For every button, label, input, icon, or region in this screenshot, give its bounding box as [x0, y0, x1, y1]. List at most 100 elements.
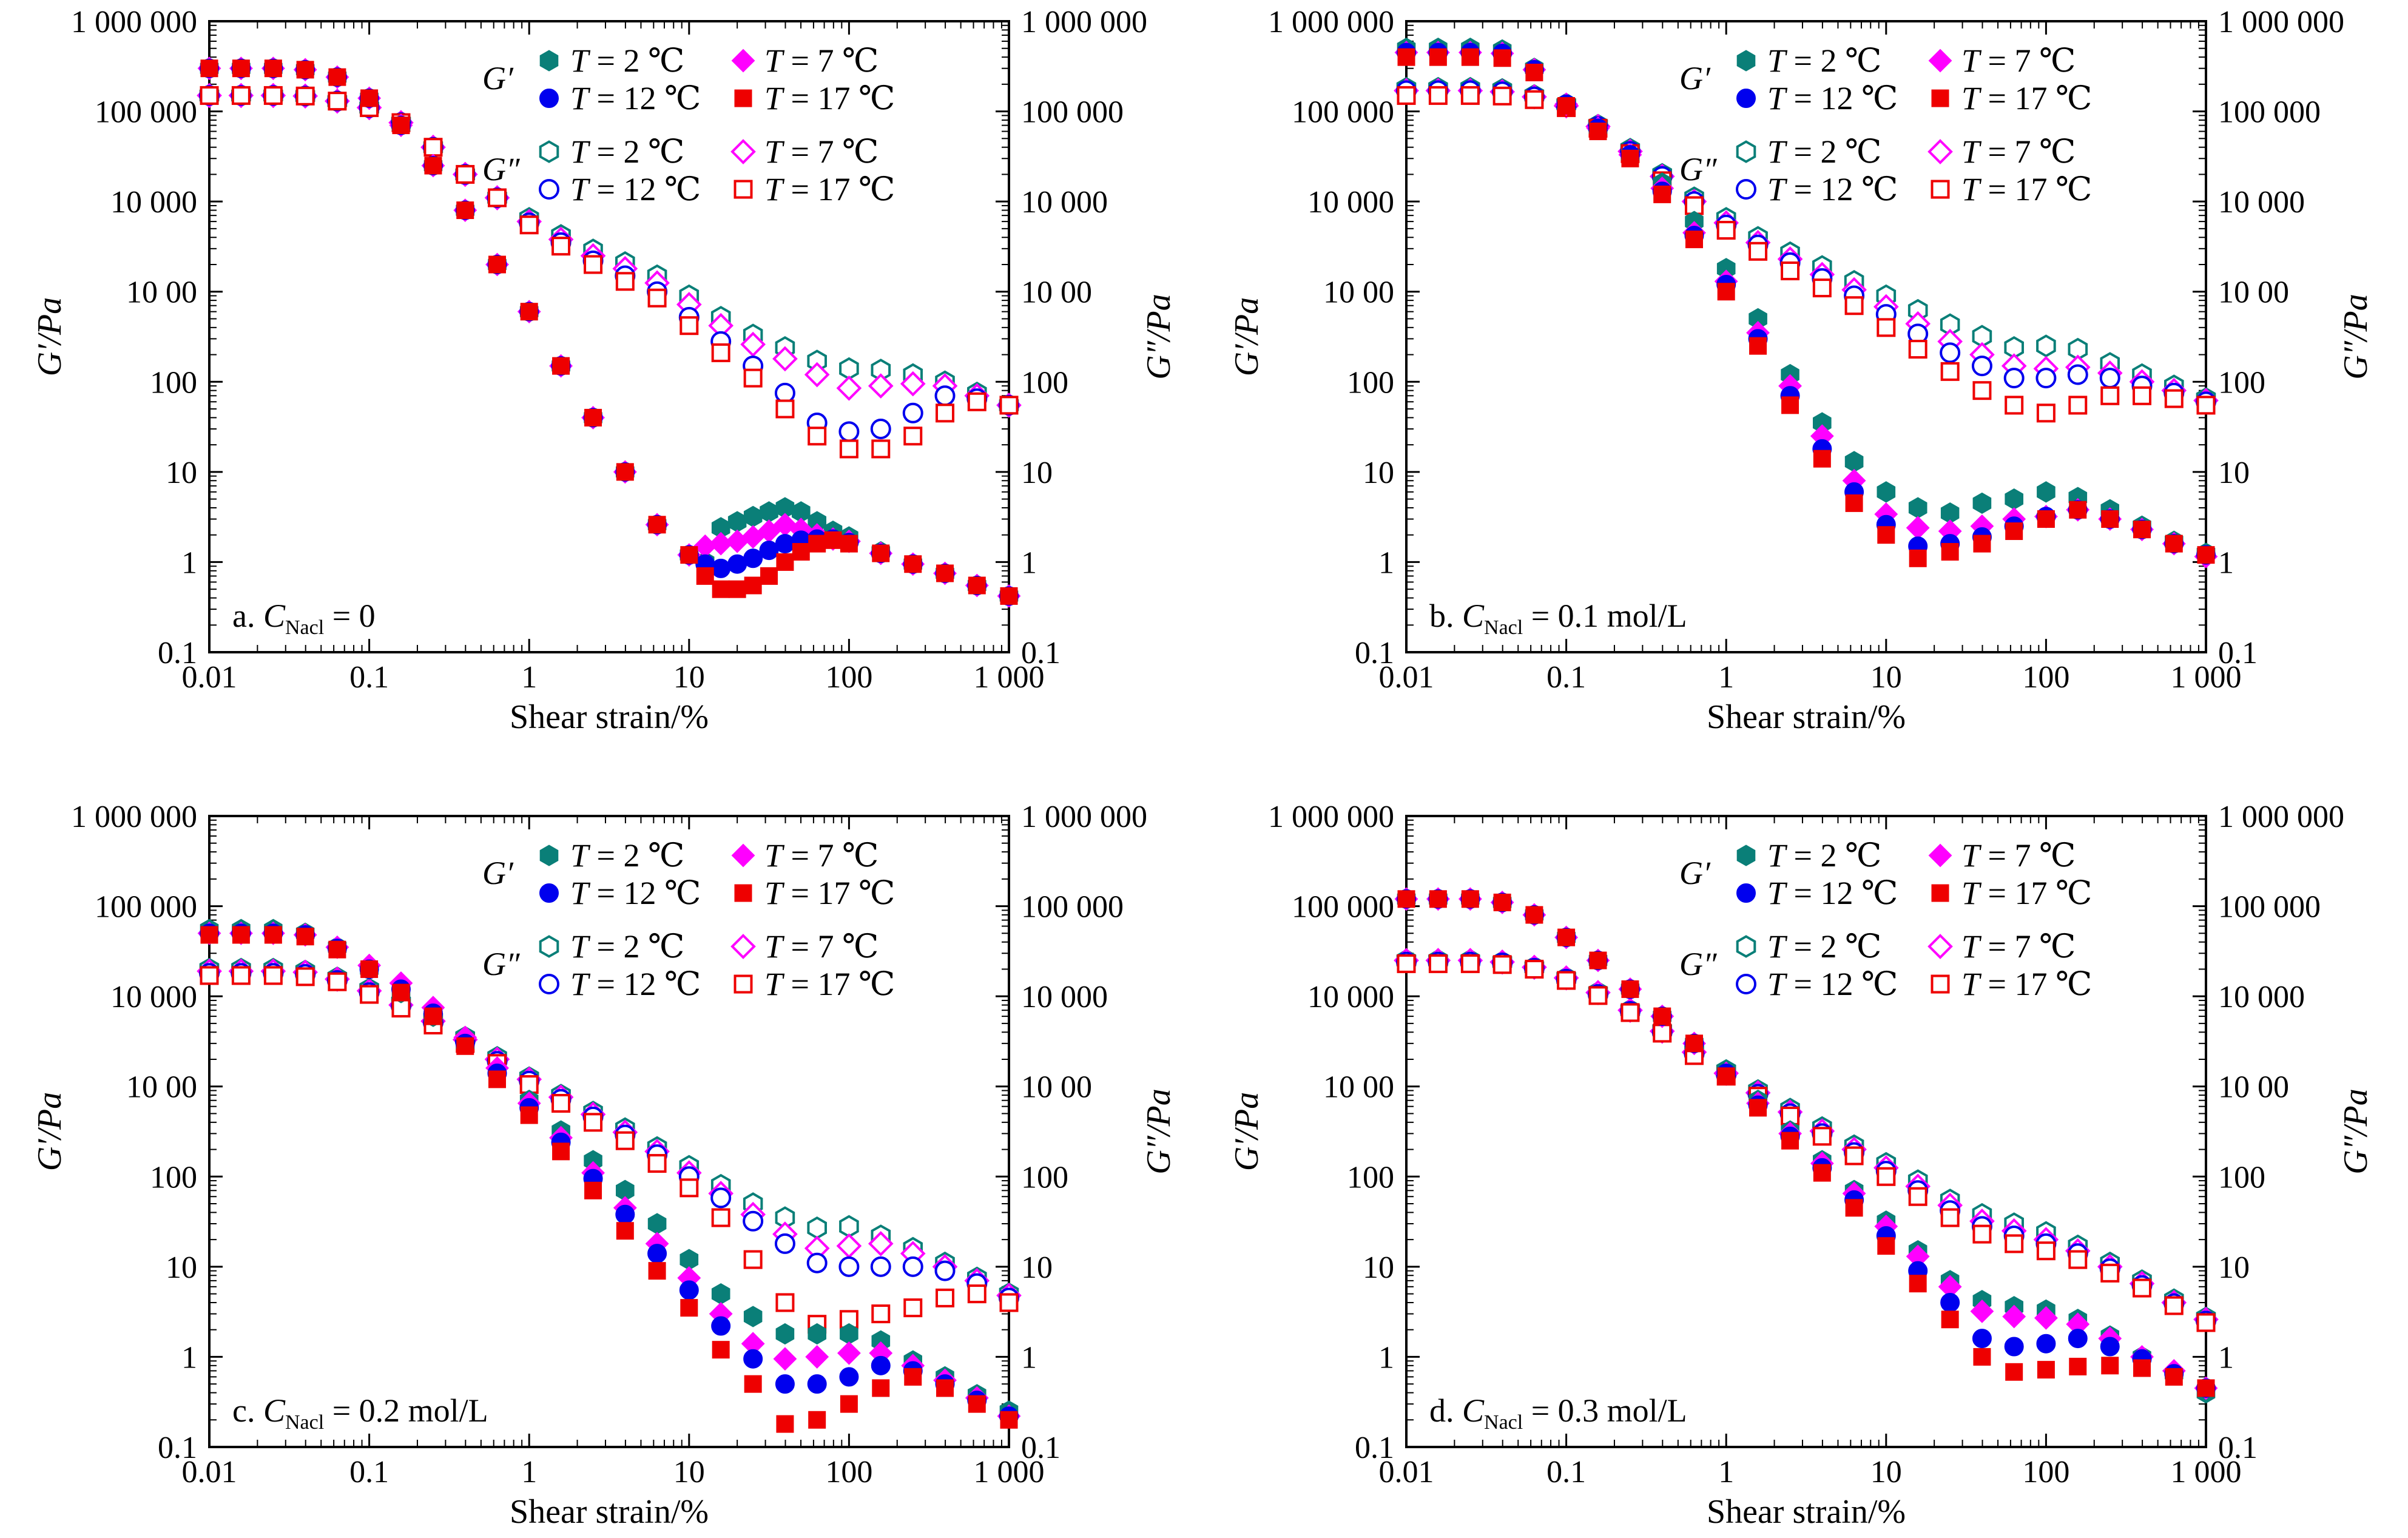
data-point-loss-t17 — [263, 966, 283, 985]
legend-group-loss: G″ — [1679, 946, 1717, 982]
data-point-loss-t17 — [1525, 90, 1544, 109]
y-right-tick-label: 100 000 — [2218, 95, 2321, 130]
data-point-storage-t2 — [1972, 492, 1992, 514]
data-point-loss-t17 — [1877, 1167, 1896, 1186]
x-tick-label: 1 000 — [2171, 660, 2242, 695]
data-point-storage-t12 — [2036, 1334, 2056, 1354]
data-point-storage-t12 — [711, 1316, 731, 1336]
data-point-loss-t17 — [1492, 86, 1512, 106]
data-point-storage-t17 — [712, 1341, 730, 1359]
data-point-storage-t12 — [1940, 1292, 1960, 1312]
x-tick-label: 0.01 — [1379, 660, 1434, 695]
data-point-storage-t17 — [328, 68, 346, 86]
legend-marker-storage-t2 — [1736, 50, 1756, 72]
data-point-loss-t17 — [2164, 1296, 2184, 1315]
x-tick-label: 100 — [2022, 660, 2069, 695]
data-point-storage-t17 — [1909, 549, 1927, 567]
legend-label-storage-t17: T = 17 ℃ — [1961, 80, 2092, 116]
legend-marker-storage-t7 — [1928, 843, 1952, 868]
legend-marker-storage-t12 — [1736, 89, 1756, 108]
data-point-loss-t17 — [2133, 1278, 2152, 1298]
legend-marker-loss-t2 — [539, 140, 559, 163]
x-tick-label: 10 — [673, 660, 705, 695]
panel-label: d. CNacl = 0.3 mol/L — [1429, 1392, 1687, 1434]
data-point-loss-t17 — [808, 427, 827, 446]
data-point-loss-t12 — [902, 402, 923, 423]
data-point-storage-t2 — [1908, 497, 1927, 519]
data-point-loss-t17 — [615, 272, 635, 291]
data-point-storage-t17 — [1877, 1237, 1895, 1255]
data-point-loss-t17 — [263, 86, 283, 105]
data-point-loss-t12 — [870, 418, 891, 439]
data-point-loss-t17 — [2005, 396, 2024, 415]
data-point-storage-t17 — [840, 535, 858, 553]
legend-label-loss-t7: T = 7 ℃ — [764, 133, 879, 170]
data-point-loss-t17 — [775, 399, 795, 419]
legend-label-loss-t2: T = 2 ℃ — [570, 928, 684, 965]
y-right-tick-label: 100 — [1021, 1160, 1068, 1195]
x-tick-label: 1 — [1718, 660, 1734, 695]
data-point-storage-t17 — [392, 983, 410, 1002]
y-right-tick-label: 10 00 — [2218, 1070, 2289, 1105]
data-point-loss-t2 — [807, 1216, 827, 1240]
data-point-storage-t17 — [1429, 890, 1447, 908]
data-point-storage-t17 — [968, 576, 986, 595]
data-point-loss-t17 — [487, 188, 507, 207]
data-point-loss-t17 — [2196, 1313, 2216, 1332]
legend-label-loss-t12: T = 12 ℃ — [570, 966, 701, 1002]
data-point-storage-t17 — [1557, 97, 1576, 115]
data-point-loss-t17 — [1908, 340, 1927, 359]
data-point-storage-t17 — [296, 928, 314, 946]
data-point-storage-t17 — [1845, 1199, 1863, 1217]
data-point-loss-t17 — [871, 439, 891, 459]
data-point-storage-t2 — [808, 1323, 826, 1345]
data-point-storage-t17 — [696, 567, 714, 585]
data-point-storage-t17 — [1877, 526, 1895, 544]
y-right-axis-title: G″/Pa — [1140, 294, 1178, 380]
y-left-tick-label: 1 — [1378, 545, 1394, 580]
data-point-loss-t17 — [1492, 955, 1512, 974]
data-point-loss-t17 — [967, 392, 986, 411]
y-right-tick-label: 1 000 000 — [2218, 800, 2344, 834]
legend-label-loss-t7: T = 7 ℃ — [1961, 133, 2076, 170]
data-point-loss-t17 — [936, 1288, 955, 1307]
data-point-loss-t17 — [871, 1304, 891, 1324]
data-point-storage-t17 — [488, 255, 506, 274]
data-point-storage-t17 — [2165, 535, 2183, 553]
x-tick-label: 0.1 — [1546, 1455, 1586, 1489]
legend-label-loss-t17: T = 17 ℃ — [1961, 171, 2092, 207]
legend-label-storage-t17: T = 17 ℃ — [764, 80, 895, 116]
data-point-loss-t7 — [740, 331, 766, 357]
data-point-loss-t17 — [456, 164, 475, 184]
data-point-loss-t17 — [1460, 954, 1480, 973]
data-point-storage-t17 — [1685, 1034, 1703, 1053]
legend-marker-loss-t2 — [539, 935, 559, 958]
data-point-storage-t17 — [1397, 48, 1415, 66]
data-point-loss-t17 — [328, 92, 347, 111]
data-point-storage-t12 — [679, 1280, 699, 1300]
y-left-tick-label: 10 00 — [126, 275, 197, 310]
data-point-loss-t12 — [710, 1187, 732, 1209]
data-point-storage-t2 — [743, 1306, 763, 1327]
x-axis-title: Shear strain/% — [510, 1493, 709, 1531]
data-point-storage-t17 — [2101, 1357, 2119, 1375]
y-left-tick-label: 1 000 000 — [1268, 5, 1394, 39]
data-point-storage-t17 — [264, 926, 282, 944]
data-point-storage-t17 — [1461, 48, 1479, 66]
data-point-storage-t17 — [808, 535, 826, 553]
legend-marker-storage-t17 — [734, 89, 752, 107]
y-left-tick-label: 100 000 — [95, 95, 197, 130]
data-point-storage-t17 — [872, 1379, 890, 1397]
legend-marker-storage-t7 — [731, 49, 755, 73]
data-point-storage-t12 — [871, 1355, 891, 1375]
x-tick-label: 100 — [825, 660, 872, 695]
legend-marker-loss-t17 — [734, 974, 753, 994]
plot-frame — [208, 20, 1010, 653]
data-point-storage-t17 — [1717, 283, 1735, 301]
data-point-loss-t17 — [967, 1284, 986, 1304]
data-point-loss-t12 — [838, 1256, 860, 1277]
data-point-storage-t17 — [232, 59, 250, 78]
data-point-storage-t7 — [1906, 516, 1930, 540]
legend-group-storage: G′ — [1679, 60, 1711, 96]
